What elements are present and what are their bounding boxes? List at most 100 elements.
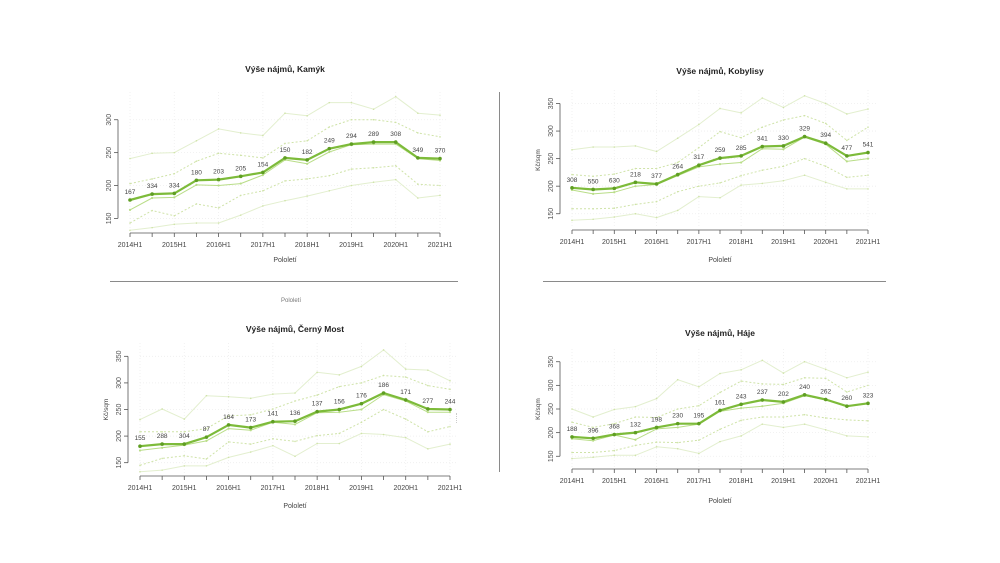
data-point-inner-lower (782, 416, 785, 418)
data-point-mean (740, 161, 743, 164)
data-point-median (160, 442, 164, 446)
data-point-inner-lower (571, 451, 573, 454)
data-point-inner-lower (249, 443, 252, 445)
x-tick-label: 2014H1 (118, 242, 143, 249)
data-point-inner-lower (183, 454, 186, 457)
data-point-inner-upper (698, 146, 700, 149)
y-tick-label: 350 (116, 350, 123, 362)
data-point-outer-lower (613, 216, 616, 218)
data-point-outer-upper (272, 393, 274, 395)
data-point-median (150, 192, 154, 196)
x-tick-label: 2015H1 (602, 239, 627, 246)
data-point-inner-lower (262, 189, 264, 192)
data-point-outer-lower (239, 214, 242, 216)
data-point-inner-lower (394, 164, 397, 167)
data-point-inner-upper (272, 408, 274, 410)
data-label: 330 (778, 135, 789, 142)
data-point-mean (718, 163, 722, 166)
y-tick-label: 200 (548, 427, 555, 439)
data-point-mean (239, 182, 242, 185)
data-point-inner-upper (139, 431, 141, 433)
data-point-mean (138, 449, 142, 452)
y-tick-label: 300 (116, 377, 123, 389)
y-tick-label: 350 (548, 356, 555, 368)
x-tick-label: 2019H1 (349, 485, 374, 492)
data-point-inner-lower (217, 207, 220, 209)
data-point-inner-upper (867, 126, 869, 129)
x-tick-label: 2015H1 (172, 485, 197, 492)
data-point-outer-upper (761, 97, 764, 99)
chart-haje: Výše nájmů, Háje 150 200 250 300 350 Kč/sqm 201… (535, 328, 880, 505)
x-tick-label: 2015H1 (602, 478, 627, 485)
data-point-inner-upper (698, 404, 700, 407)
data-point-inner-upper (205, 427, 208, 430)
data-point-median (182, 442, 187, 446)
data-point-mean (782, 148, 785, 151)
data-point-outer-lower (382, 433, 385, 436)
data-point-median (760, 144, 765, 149)
y-tick-label: 250 (548, 153, 555, 165)
data-point-median (238, 174, 243, 179)
data-point-outer-lower (217, 222, 220, 224)
data-point-inner-upper (417, 132, 419, 134)
data-label: 289 (368, 131, 379, 138)
stray-axis-label: Pololetí (281, 298, 302, 304)
data-point-inner-lower (338, 432, 341, 435)
chart-kamyk: Výše nájmů, Kamýk 150 200 250 300 2014H1 2015H… (106, 64, 452, 264)
data-point-inner-upper (867, 384, 869, 387)
data-point-outer-upper (382, 349, 385, 351)
data-label: 244 (445, 399, 456, 406)
data-point-inner-lower (761, 169, 764, 171)
data-point-inner-lower (613, 207, 616, 210)
data-label: 317 (693, 154, 704, 161)
data-point-outer-lower (740, 184, 742, 186)
data-point-median (823, 141, 828, 145)
data-label: 396 (588, 427, 599, 434)
x-axis-label: Pololetí (708, 257, 731, 264)
data-point-inner-upper (427, 384, 429, 387)
data-point-outer-upper (350, 101, 353, 104)
data-label: 630 (609, 177, 620, 184)
data-label: 195 (693, 413, 704, 420)
data-point-inner-upper (394, 121, 397, 124)
data-point-mean (161, 446, 164, 449)
data-point-mean (613, 191, 616, 194)
data-point-inner-lower (867, 420, 869, 422)
data-point-median (248, 425, 253, 430)
x-tick-label: 2020H1 (393, 485, 418, 492)
data-point-inner-lower (719, 182, 721, 184)
data-point-inner-upper (782, 119, 785, 121)
data-point-outer-lower (439, 194, 441, 197)
data-point-outer-lower (867, 188, 869, 190)
data-label: 308 (390, 131, 401, 138)
data-point-outer-upper (719, 107, 721, 110)
x-tick-label: 2014H1 (560, 478, 585, 485)
data-point-outer-upper (824, 102, 827, 105)
data-point-outer-lower (655, 216, 658, 219)
data-point-inner-upper (262, 157, 264, 159)
data-point-inner-upper (183, 431, 186, 433)
chart-title: Výše nájmů, Háje (685, 328, 755, 338)
data-point-outer-upper (439, 114, 441, 116)
data-point-outer-lower (782, 426, 785, 429)
data-label: 294 (346, 133, 357, 140)
data-label: 173 (245, 417, 256, 424)
data-label: 188 (567, 426, 578, 433)
data-point-outer-upper (249, 397, 252, 400)
data-point-outer-upper (592, 416, 594, 418)
data-label: 171 (400, 389, 411, 396)
data-point-median (359, 401, 364, 406)
data-point-outer-lower (824, 181, 827, 184)
data-point-inner-lower (676, 190, 679, 193)
data-point-outer-lower (846, 188, 848, 190)
data-point-median (718, 156, 722, 160)
series-line-inner-lower (129, 165, 441, 224)
data-point-outer-lower (634, 212, 637, 215)
data-point-median (591, 187, 595, 192)
data-point-outer-upper (173, 151, 176, 154)
series-line-inner-lower (139, 409, 451, 466)
data-point-inner-lower (161, 457, 163, 460)
data-point-median (591, 436, 595, 441)
data-point-mean (338, 411, 341, 414)
series-line-inner-lower (572, 414, 869, 453)
